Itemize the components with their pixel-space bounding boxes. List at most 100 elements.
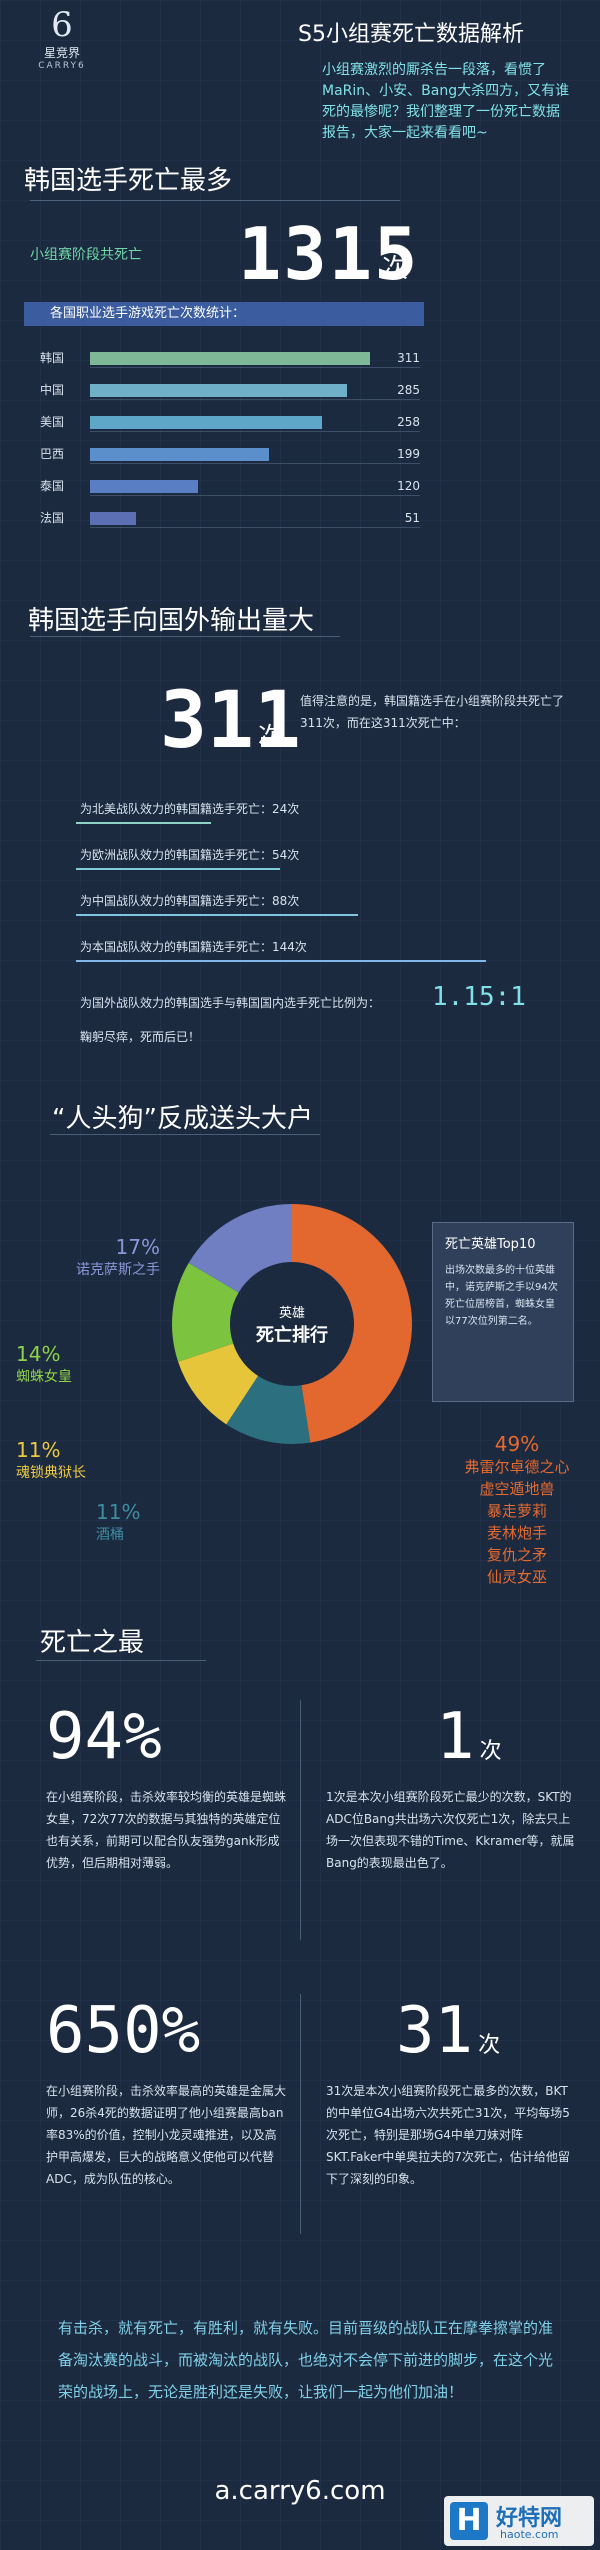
export-row-line <box>76 960 486 962</box>
top10-text: 出场次数最多的十位英雄中，诺克萨斯之手以94次死亡位居榜首，蜘蛛女皇以77次位列… <box>445 1265 558 1327</box>
bar-category-label: 中国 <box>40 383 65 397</box>
logo: 6 星竞界 CARRY6 <box>22 8 102 78</box>
bar-row: 法国 51 <box>40 508 420 528</box>
legend-thresh-pct: 11% <box>16 1438 61 1462</box>
watermark-badge-letter: H <box>450 2502 488 2540</box>
bar-baseline <box>90 527 420 528</box>
bar-baseline <box>90 495 420 496</box>
legend-top-heroes: 49% 弗雷尔卓德之心 虚空遁地兽 暴走萝莉 麦林炮手 复仇之矛 仙灵女巫 <box>452 1432 582 1588</box>
bar-row: 中国 285 <box>40 380 420 400</box>
stat-cell-2-text: 1次是本次小组赛阶段死亡最少的次数，SKT的ADC位Bang共出场六次仅死亡1次… <box>326 1790 575 1870</box>
export-row-text: 为北美战队效力的韩国籍选手死亡：24次 <box>80 802 300 816</box>
donut-slice <box>178 1343 259 1425</box>
donut-slice <box>172 1262 239 1362</box>
bar-value-label: 285 <box>397 383 420 397</box>
stat-divider-vertical-1 <box>300 1700 301 1940</box>
stat-cell-4: 31 次 31次是本次小组赛阶段死亡最多的次数，BKT的中单位G4出场六次共死亡… <box>326 1994 576 2190</box>
legend-spider: 14% 蜘蛛女皇 <box>16 1342 72 1386</box>
legend-top-heroes-name-1: 弗雷尔卓德之心 <box>464 1458 570 1476</box>
stat-cell-2-unit: 次 <box>479 1739 502 1764</box>
bar-category-label: 泰国 <box>40 479 65 493</box>
bar-value-label: 51 <box>404 511 420 525</box>
section1-divider <box>30 200 400 201</box>
stat-cell-4-text: 31次是本次小组赛阶段死亡最多的次数，BKT的中单位G4出场六次共死亡31次，平… <box>326 2084 570 2186</box>
section3-divider <box>50 1134 320 1135</box>
bar-category-label: 法国 <box>40 511 65 525</box>
korea-deaths-desc: 值得注意的是，韩国籍选手在小组赛阶段共死亡了311次，而在这311次死亡中： <box>300 694 565 730</box>
bar-category-label: 韩国 <box>40 351 65 365</box>
bar-row: 美国 258 <box>40 412 420 432</box>
watermark-badge-url: haote.com <box>500 2528 559 2541</box>
stat-cell-1: 94% 在小组赛阶段，击杀效率较均衡的英雄是蜘蛛女皇，72次77次的数据与其独特… <box>46 1700 286 1874</box>
donut-hole <box>234 1266 350 1382</box>
bar <box>90 448 270 461</box>
korea-deaths-value: 311 <box>160 676 301 766</box>
section2-title: 韩国选手向国外输出量大 <box>28 606 315 636</box>
section2-divider <box>30 636 340 637</box>
stat-cell-3-value: 650% <box>46 1994 201 2068</box>
bar <box>90 416 323 429</box>
legend-top-heroes-name-6: 仙灵女巫 <box>486 1568 547 1586</box>
bar <box>90 352 370 365</box>
intro-text: 小组赛激烈的厮杀告一段落，看惯了MaRin、小安、Bang大杀四方，又有谁死的最… <box>322 62 570 141</box>
total-deaths-label: 小组赛阶段共死亡 <box>30 247 142 263</box>
bar-baseline <box>90 431 420 432</box>
section4-title: 死亡之最 <box>40 1628 145 1658</box>
legend-thresh: 11% 魂锁典狱长 <box>16 1438 86 1482</box>
bar <box>90 512 136 525</box>
watermark-badge-name: 好特网 <box>496 2506 563 2531</box>
logo-name: 星竞界 <box>43 46 80 60</box>
bar-row: 泰国 120 <box>40 476 420 496</box>
section3-title: “人头狗”反成送头大户 <box>52 1104 313 1134</box>
donut-center-label: 英雄 死亡排行 <box>162 1302 422 1347</box>
bar <box>90 384 347 397</box>
logo-symbol: 6 <box>51 5 73 45</box>
stat-cell-1-text: 在小组赛阶段，击杀效率较均衡的英雄是蜘蛛女皇，72次77次的数据与其独特的英雄定… <box>46 1790 287 1870</box>
export-row-text: 为欧洲战队效力的韩国籍选手死亡：54次 <box>80 848 300 862</box>
stat-cell-1-value: 94% <box>46 1700 162 1774</box>
bar-baseline <box>90 463 420 464</box>
bar-row: 巴西 199 <box>40 444 420 464</box>
bar-value-label: 311 <box>397 351 420 365</box>
legend-top-heroes-name-2: 虚空遁地兽 <box>479 1480 555 1498</box>
bar-value-label: 120 <box>397 479 420 493</box>
legend-gragas-pct: 11% <box>96 1500 141 1524</box>
footer-url[interactable]: a.carry6.com <box>214 2476 386 2506</box>
country-table-title: 各国职业选手游戏死亡次数统计： <box>24 302 424 326</box>
bar-category-label: 美国 <box>40 415 65 429</box>
legend-thresh-name: 魂锁典狱长 <box>16 1465 86 1481</box>
legend-gragas-name: 酒桶 <box>96 1527 124 1543</box>
bar-value-label: 199 <box>397 447 420 461</box>
ratio-value: 1.15:1 <box>432 982 526 1012</box>
stat-cell-4-value: 31 <box>396 1994 474 2068</box>
legend-top-heroes-name-3: 暴走萝莉 <box>486 1502 547 1520</box>
stat-cell-2-value: 1 <box>436 1700 475 1774</box>
bar-value-label: 258 <box>397 415 420 429</box>
stat-cell-3: 650% 在小组赛阶段，击杀效率最高的英雄是金属大师，26杀4死的数据证明了他小… <box>46 1994 286 2190</box>
section1-title: 韩国选手死亡最多 <box>24 166 233 196</box>
legend-hand-pct: 17% <box>115 1235 160 1259</box>
korea-deaths-unit: 次 <box>258 722 282 750</box>
stat-divider-vertical-2 <box>300 1994 301 2234</box>
closing-text: 有击杀，就有死亡，有胜利，就有失败。目前晋级的战队正在摩拳擦掌的准备淘汰赛的战斗… <box>58 2319 554 2401</box>
donut-slice <box>226 1375 311 1444</box>
export-row-line <box>76 914 358 916</box>
donut-center-line1: 英雄 <box>278 1306 305 1321</box>
legend-hand: 17% 诺克萨斯之手 <box>60 1235 160 1279</box>
legend-spider-name: 蜘蛛女皇 <box>16 1369 72 1385</box>
page-title: S5小组赛死亡数据解析 <box>298 22 524 47</box>
legend-hand-name: 诺克萨斯之手 <box>76 1262 160 1278</box>
total-deaths-value: 1315 <box>238 212 420 296</box>
top10-title: 死亡英雄Top10 <box>445 1237 536 1252</box>
donut-center-line2: 死亡排行 <box>256 1325 328 1346</box>
stat-cell-2: 1 次 1次是本次小组赛阶段死亡最少的次数，SKT的ADC位Bang共出场六次仅… <box>326 1700 576 1874</box>
logo-sub: CARRY6 <box>38 61 86 71</box>
donut-slice <box>292 1204 412 1443</box>
legend-top-heroes-name-5: 复仇之矛 <box>486 1546 547 1564</box>
ratio-label: 为国外战队效力的韩国选手与韩国国内选手死亡比例为： <box>80 996 381 1010</box>
legend-top-heroes-name-4: 麦林炮手 <box>486 1524 547 1542</box>
bar-baseline <box>90 367 420 368</box>
top10-box: 死亡英雄Top10 出场次数最多的十位英雄中，诺克萨斯之手以94次死亡位居榜首，… <box>432 1222 574 1402</box>
legend-spider-pct: 14% <box>16 1342 61 1366</box>
export-row-line <box>76 868 280 870</box>
